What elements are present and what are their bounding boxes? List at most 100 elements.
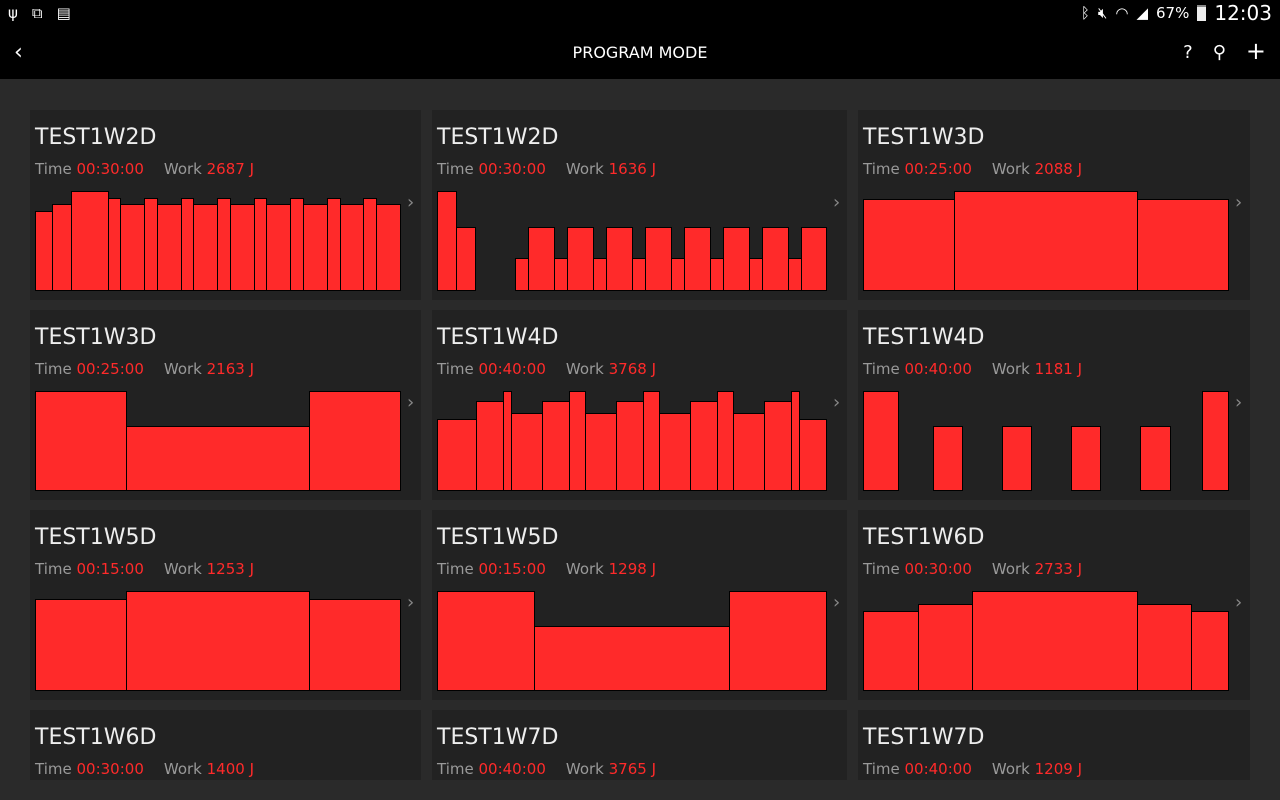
time-label: Time [437,160,474,178]
program-name: TEST1W5D [437,525,559,550]
chevron-left-icon[interactable]: ‹ [14,40,23,65]
profile-segment [567,227,594,291]
add-icon[interactable]: + [1245,37,1266,65]
program-card[interactable]: TEST1W5D Time 00:15:00 Work 1298 J › [432,510,847,700]
profile-segment [230,204,255,291]
program-card[interactable]: TEST1W4D Time 00:40:00 Work 3768 J › [432,310,847,500]
profile-segment [863,611,919,691]
program-name: TEST1W3D [863,125,985,150]
program-card[interactable]: TEST1W3D Time 00:25:00 Work 2088 J › [858,110,1250,300]
profile-segment [193,204,218,291]
program-card[interactable]: TEST1W2D Time 00:30:00 Work 1636 J › [432,110,847,300]
program-card[interactable]: TEST1W4D Time 00:40:00 Work 1181 J › [858,310,1250,500]
program-card[interactable]: TEST1W5D Time 00:15:00 Work 1253 J › [30,510,421,700]
profile-segment [729,591,827,691]
profile-segment [35,391,127,491]
profile-segment [863,199,955,291]
chevron-right-icon[interactable]: › [833,192,841,213]
battery-icon [1197,5,1207,21]
profile-segment [788,258,802,291]
time-label: Time [35,560,72,578]
time-value: 00:15:00 [478,560,546,578]
profile-segment [616,401,644,491]
program-card[interactable]: TEST1W7D Time 00:40:00 Work 3765 J [432,710,847,780]
work-value: 3768 J [608,360,657,378]
sim-card-icon: ▤ [56,4,71,22]
program-profile-chart [437,391,827,491]
program-profile-chart [863,391,1229,491]
chevron-right-icon[interactable]: › [1235,592,1243,613]
program-name: TEST1W4D [863,325,985,350]
program-name: TEST1W6D [863,525,985,550]
profile-segment [717,391,734,491]
profile-segment [762,227,789,291]
profile-segment [1202,391,1229,491]
work-label: Work [991,160,1030,178]
program-meta: Time 00:25:00 Work 2088 J [863,160,1082,178]
profile-segment [303,204,328,291]
program-profile-chart [35,191,401,291]
program-profile-chart [35,591,401,691]
profile-segment [309,599,401,691]
work-label: Work [565,360,604,378]
time-value: 00:40:00 [478,760,546,778]
help-icon[interactable]: ? [1183,42,1193,63]
signal-icon: ◢ [1136,4,1149,22]
search-icon[interactable]: ⚲ [1212,42,1226,63]
work-label: Work [163,360,202,378]
profile-segment [1137,199,1229,291]
time-label: Time [863,160,900,178]
work-value: 1181 J [1034,360,1083,378]
profile-segment [120,204,145,291]
chevron-right-icon[interactable]: › [407,192,415,213]
program-card[interactable]: TEST1W3D Time 00:25:00 Work 2163 J › [30,310,421,500]
mute-icon: 🔇︎ [1097,4,1108,22]
time-value: 00:15:00 [76,560,144,578]
program-profile-chart [863,191,1229,291]
program-card[interactable]: TEST1W6D Time 00:30:00 Work 2733 J › [858,510,1250,700]
profile-segment [554,258,568,291]
clock: 12:03 [1214,1,1272,25]
time-label: Time [863,560,900,578]
profile-segment [456,227,476,291]
work-label: Work [565,160,604,178]
time-label: Time [35,760,72,778]
chevron-right-icon[interactable]: › [407,392,415,413]
work-value: 2163 J [206,360,255,378]
profile-segment [217,198,231,291]
work-value: 1400 J [206,760,255,778]
work-value: 2088 J [1034,160,1083,178]
profile-segment [290,198,304,291]
program-meta: Time 00:15:00 Work 1298 J [437,560,656,578]
profile-segment [801,227,827,291]
profile-segment [645,227,672,291]
profile-segment [690,401,718,491]
program-name: TEST1W2D [437,125,559,150]
chevron-right-icon[interactable]: › [1235,192,1243,213]
chevron-right-icon[interactable]: › [833,592,841,613]
profile-segment [71,191,109,291]
program-name: TEST1W4D [437,325,559,350]
program-meta: Time 00:15:00 Work 1253 J [35,560,254,578]
program-name: TEST1W6D [35,725,157,750]
profile-segment [1191,611,1229,691]
chevron-right-icon[interactable]: › [407,592,415,613]
work-label: Work [163,160,202,178]
work-label: Work [565,760,604,778]
profile-segment [643,391,660,491]
program-name: TEST1W7D [437,725,559,750]
program-card[interactable]: TEST1W6D Time 00:30:00 Work 1400 J [30,710,421,780]
chevron-right-icon[interactable]: › [1235,392,1243,413]
time-label: Time [35,360,72,378]
program-name: TEST1W5D [35,525,157,550]
time-value: 00:30:00 [76,160,144,178]
program-card[interactable]: TEST1W7D Time 00:40:00 Work 1209 J [858,710,1250,780]
profile-segment [972,591,1138,691]
program-card[interactable]: TEST1W2D Time 00:30:00 Work 2687 J › [30,110,421,300]
profile-segment [606,227,633,291]
time-value: 00:30:00 [76,760,144,778]
profile-segment [35,599,127,691]
profile-segment [1002,426,1032,491]
profile-segment [542,401,570,491]
chevron-right-icon[interactable]: › [833,392,841,413]
